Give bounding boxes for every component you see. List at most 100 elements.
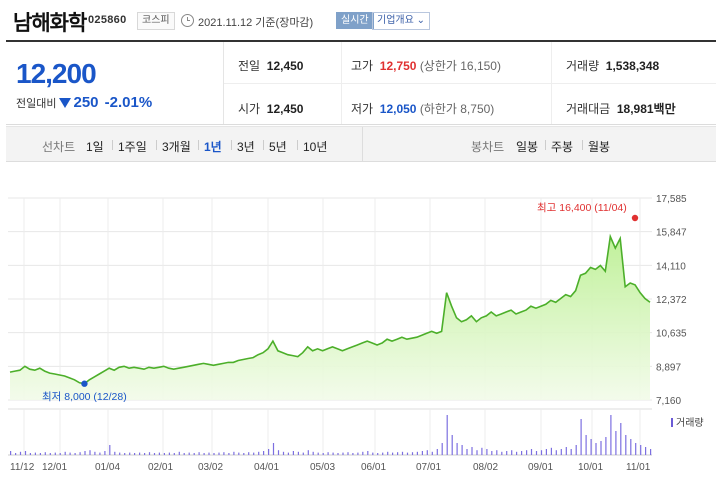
open-label: 시가 bbox=[238, 102, 261, 116]
volume-bar bbox=[307, 450, 309, 455]
volume-bar bbox=[188, 452, 190, 455]
volume-bar bbox=[268, 449, 270, 455]
down-arrow-icon bbox=[59, 98, 72, 108]
prev-close: 전일 12,450 bbox=[238, 57, 303, 74]
volume-bar bbox=[54, 452, 56, 455]
volume-bar bbox=[630, 439, 632, 455]
tab-2[interactable]: 1주일 bbox=[118, 140, 147, 154]
volume-bar bbox=[34, 452, 36, 455]
volume-bar bbox=[287, 452, 289, 455]
y-tick-label: 15,847 bbox=[656, 228, 687, 239]
upper-limit: (상한가 16,150) bbox=[419, 59, 501, 73]
volume-bar bbox=[595, 443, 597, 455]
volume-legend-label: 거래량 bbox=[676, 417, 704, 429]
tab-7[interactable]: 10년 bbox=[303, 140, 328, 154]
tab-separator bbox=[263, 140, 264, 150]
realtime-button[interactable]: 실시간 bbox=[336, 12, 374, 29]
volume-bar bbox=[114, 451, 116, 455]
volume-bar bbox=[392, 452, 394, 455]
volume-bar bbox=[332, 452, 334, 455]
candle-tab-2[interactable]: 주봉 bbox=[551, 140, 574, 154]
volume-bar bbox=[183, 453, 185, 455]
amount-value: 18,981 bbox=[616, 102, 654, 116]
volume-bar bbox=[590, 439, 592, 455]
volume-bar bbox=[29, 453, 31, 455]
volume-bar bbox=[540, 450, 543, 455]
x-tick-label: 12/01 bbox=[42, 462, 67, 473]
tab-separator bbox=[231, 140, 232, 150]
x-tick-label: 09/01 bbox=[528, 462, 553, 473]
volume-bar bbox=[238, 452, 240, 455]
volume-bar bbox=[436, 449, 438, 455]
tab-separator bbox=[112, 140, 113, 150]
tab-6[interactable]: 5년 bbox=[269, 140, 287, 154]
volume-bar bbox=[163, 453, 165, 455]
volume-bar bbox=[451, 435, 453, 455]
volume-bar bbox=[297, 451, 299, 455]
prev-label: 전일 bbox=[238, 59, 261, 73]
candle-tab-1[interactable]: 일봉 bbox=[516, 140, 539, 154]
volume-bar bbox=[625, 435, 627, 455]
tab-1[interactable]: 1일 bbox=[86, 140, 104, 154]
min-point bbox=[81, 380, 88, 387]
tab-5[interactable]: 3년 bbox=[237, 140, 255, 154]
volume-bar bbox=[213, 453, 215, 455]
header-divider bbox=[6, 40, 716, 42]
volume-bar bbox=[481, 447, 483, 455]
volume-bar bbox=[431, 451, 433, 455]
volume-bar bbox=[104, 451, 106, 455]
volume-bar bbox=[416, 451, 418, 455]
tab-separator bbox=[297, 140, 298, 150]
volume-bar bbox=[19, 451, 22, 455]
volume-bar bbox=[84, 451, 86, 455]
x-tick-label: 05/03 bbox=[310, 462, 335, 473]
low-label: 저가 bbox=[351, 102, 374, 116]
corp-info-dropdown[interactable]: 기업개요 ⌄ bbox=[372, 12, 430, 30]
volume-bar bbox=[10, 451, 12, 455]
volume-bar bbox=[272, 443, 275, 455]
volume-bar bbox=[223, 452, 225, 455]
x-tick-label: 04/01 bbox=[254, 462, 279, 473]
tab-4[interactable]: 1년 bbox=[204, 140, 222, 154]
volume-bars bbox=[10, 415, 652, 455]
volume-bar bbox=[466, 449, 468, 455]
volume-bar bbox=[580, 419, 582, 455]
volume-bar bbox=[491, 451, 493, 455]
x-tick-label: 06/01 bbox=[361, 462, 386, 473]
volume-bar bbox=[277, 450, 280, 455]
tab-separator bbox=[198, 140, 199, 150]
chart-period-tabs: 선차트 1일 1주일 3개월 1년 3년 5년 10년 봉차트 일봉 주봉 월봉 bbox=[6, 126, 716, 162]
min-label: 최저 8,000 (12/28) bbox=[42, 391, 127, 403]
x-axis-labels: 11/12 12/01 01/04 02/01 03/02 04/01 05/03 06/01… bbox=[10, 462, 651, 473]
volume-bar bbox=[486, 449, 488, 455]
volume-bar bbox=[59, 453, 61, 455]
volume-bar bbox=[233, 451, 235, 455]
volume-bar bbox=[382, 452, 384, 455]
max-point bbox=[631, 214, 639, 222]
volume-bar bbox=[139, 452, 141, 455]
volume-bar bbox=[292, 451, 294, 455]
volume-bar bbox=[24, 451, 27, 455]
x-tick-label: 07/01 bbox=[416, 462, 441, 473]
volume-bar bbox=[208, 452, 210, 455]
volume-bar bbox=[575, 445, 577, 455]
volume-bar bbox=[506, 451, 508, 455]
volume-bar bbox=[530, 449, 533, 455]
volume-bar bbox=[317, 452, 319, 455]
quote-divider bbox=[223, 42, 224, 124]
candle-tab-3[interactable]: 월봉 bbox=[588, 140, 611, 154]
volume-bar bbox=[650, 449, 652, 455]
volume-bar bbox=[635, 443, 637, 455]
volume-bar bbox=[367, 451, 369, 455]
volume-bar bbox=[44, 452, 46, 455]
tab-3[interactable]: 3개월 bbox=[162, 140, 191, 154]
volume-bar bbox=[39, 453, 41, 455]
x-tick-label: 11/12 bbox=[10, 462, 35, 473]
y-tick-label: 10,635 bbox=[656, 329, 687, 340]
volume-bar bbox=[471, 447, 473, 455]
volume-bar bbox=[406, 452, 409, 455]
volume-bar bbox=[228, 453, 230, 455]
volume-bar bbox=[456, 443, 458, 455]
volume-bar bbox=[124, 453, 126, 455]
volume-bar bbox=[516, 451, 518, 455]
